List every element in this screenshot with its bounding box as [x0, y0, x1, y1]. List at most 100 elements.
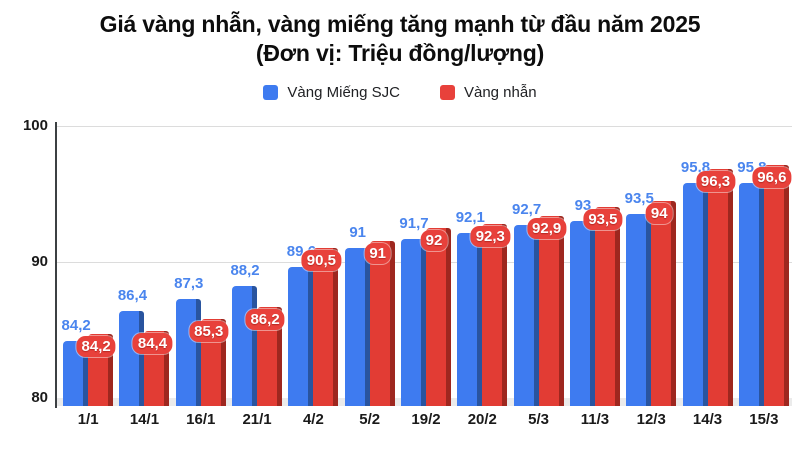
x-tick-label-15-3: 15/3: [749, 411, 779, 428]
bar-vang-mieng-sjc-side: [195, 298, 201, 406]
bar-vang-nhan-side: [783, 165, 789, 406]
bar-vang-nhan-side: [727, 169, 733, 406]
bar-value-label-sjc: 88,2: [230, 262, 260, 280]
bar-vang-mieng-sjc-side: [646, 214, 652, 406]
bar-vang-nhan-side: [558, 215, 564, 406]
chart-title-line2: (Đơn vị: Triệu đồng/lượng): [255, 40, 545, 67]
x-tick-label-12-3: 12/3: [636, 411, 666, 428]
chart-title: Giá vàng nhẫn, vàng miếng tăng mạnh từ đ…: [0, 10, 800, 69]
x-tick-label-11-3: 11/3: [580, 411, 610, 428]
x-tick-label-5-2: 5/2: [359, 411, 381, 428]
bar-value-label-nhan: 92: [420, 229, 448, 251]
bar-vang-nhan-side: [502, 223, 508, 406]
x-tick-label-14-3: 14/3: [692, 411, 723, 428]
bar-vang-mieng-sjc: [457, 233, 478, 406]
bar-vang-nhan-side: [614, 207, 620, 406]
y-axis-line: [55, 122, 57, 408]
y-tick-label-100: 100: [22, 117, 48, 134]
bar-vang-nhan-side: [446, 227, 451, 406]
bar-vang-mieng-sjc-side: [364, 248, 370, 406]
chart-title-line1: Giá vàng nhẫn, vàng miếng tăng mạnh từ đ…: [99, 11, 701, 37]
bar-vang-mieng-sjc: [175, 298, 196, 406]
bar-vang-mieng-sjc-side: [308, 267, 314, 406]
bar-vang-nhan: [651, 200, 672, 406]
bar-vang-mieng-sjc: [119, 310, 140, 406]
bar-value-label-nhan: 86,2: [245, 308, 285, 330]
bar-vang-mieng-sjc: [401, 238, 421, 406]
bar-value-label-nhan: 96,6: [752, 167, 792, 189]
bar-vang-mieng-sjc: [626, 214, 647, 406]
bar-vang-mieng-sjc-side: [758, 183, 764, 406]
bar-vang-nhan-side: [108, 333, 114, 406]
bar-vang-mieng-sjc-side: [139, 310, 145, 406]
x-tick-label-4-2: 4/2: [302, 411, 324, 428]
bar-value-label-nhan: 93,5: [583, 209, 623, 231]
bar-value-label-sjc: 86,4: [117, 286, 148, 304]
bar-value-label-nhan: 96,3: [695, 171, 736, 193]
x-tick-label-5-3: 5/3: [528, 411, 550, 428]
bar-value-label-sjc: 84,2: [61, 316, 91, 334]
bar-value-label-nhan: 85,3: [189, 320, 229, 342]
bar-value-label-sjc: 87,3: [174, 274, 204, 292]
bar-vang-mieng-sjc: [513, 225, 534, 406]
bar-value-label-nhan: 94: [645, 202, 673, 224]
bar-vang-mieng-sjc-side: [533, 225, 539, 406]
bar-vang-nhan-side: [277, 306, 283, 406]
bar-vang-mieng-sjc-side: [702, 183, 708, 406]
bar-vang-mieng-sjc-side: [421, 238, 426, 406]
gridline-100: [57, 126, 792, 127]
y-tick-label-80: 80: [31, 389, 48, 406]
bar-value-label-nhan: 90,5: [301, 250, 341, 272]
bar-value-label-sjc: 91,7: [399, 214, 429, 232]
x-tick-label-19-2: 19/2: [411, 411, 441, 428]
bar-value-label-sjc: 93,5: [624, 190, 654, 208]
bar-value-label-nhan: 84,4: [132, 333, 173, 355]
legend-item-vang-mieng-sjc: Vàng Miếng SJC: [263, 84, 400, 101]
bar-vang-mieng-sjc: [288, 267, 309, 406]
bar-vang-nhan: [313, 248, 334, 406]
bar-vang-nhan-side: [164, 331, 170, 406]
bar-vang-mieng-sjc: [569, 221, 590, 406]
bar-vang-mieng-sjc-side: [83, 340, 89, 406]
bar-value-label-nhan: 92,3: [470, 225, 510, 247]
x-tick-label-21-1: 21/1: [242, 411, 272, 428]
bar-vang-mieng-sjc: [344, 248, 365, 406]
bar-value-label-sjc: 92,7: [512, 201, 542, 219]
bar-vang-mieng-sjc-side: [477, 233, 483, 406]
bar-vang-nhan: [369, 241, 390, 406]
legend-label-vang-mieng-sjc: Vàng Miếng SJC: [287, 84, 400, 101]
legend: Vàng Miếng SJC Vàng nhẫn: [0, 84, 800, 101]
x-tick-label-16-1: 16/1: [186, 411, 216, 428]
x-tick-label-20-2: 20/2: [467, 411, 497, 428]
legend-item-vang-nhan: Vàng nhẫn: [439, 84, 537, 101]
legend-swatch-red-icon: [439, 85, 455, 100]
x-tick-label-14-1: 14/1: [129, 411, 160, 428]
y-tick-label-90: 90: [31, 253, 48, 270]
legend-swatch-blue-icon: [263, 85, 279, 100]
bar-vang-nhan-side: [671, 200, 677, 406]
bar-value-label-nhan: 91: [364, 243, 392, 265]
bar-value-label-nhan: 92,9: [527, 217, 567, 239]
bar-vang-nhan: [594, 207, 615, 406]
bar-vang-mieng-sjc-side: [252, 286, 258, 406]
bar-vang-mieng-sjc: [232, 286, 253, 406]
bar-vang-nhan: [482, 223, 503, 406]
bar-vang-nhan-side: [333, 248, 339, 406]
bar-vang-nhan: [257, 306, 278, 406]
bar-value-label-nhan: 84,2: [76, 335, 116, 357]
bar-vang-nhan-side: [389, 241, 395, 406]
bar-value-label-sjc: 91: [349, 224, 367, 242]
bar-vang-nhan-side: [220, 318, 226, 406]
bar-vang-mieng-sjc: [63, 340, 84, 406]
bar-vang-nhan: [538, 215, 559, 406]
bar-vang-mieng-sjc: [738, 183, 759, 406]
bar-vang-nhan: [707, 169, 728, 406]
bar-vang-mieng-sjc: [682, 183, 703, 406]
x-tick-label-1-1: 1/1: [77, 411, 99, 428]
legend-label-vang-nhan: Vàng nhẫn: [463, 84, 537, 101]
bar-vang-nhan: [763, 165, 784, 406]
bar-vang-mieng-sjc-side: [589, 221, 595, 406]
bar-vang-nhan: [426, 227, 446, 406]
